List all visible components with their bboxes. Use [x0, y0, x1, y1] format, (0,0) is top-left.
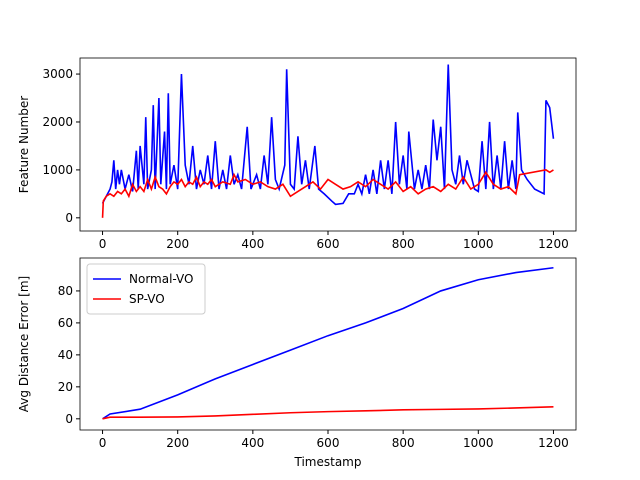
legend-label: SP-VO	[129, 292, 165, 306]
x-tick-label: 400	[241, 237, 264, 251]
legend-box	[86, 263, 206, 315]
x-tick-label: 200	[166, 436, 189, 450]
y-tick-label: 2000	[42, 115, 73, 129]
y-axis-label: Avg Distance Error [m]	[17, 276, 31, 412]
axes-frame	[79, 57, 577, 232]
x-tick-label: 1200	[538, 237, 569, 251]
x-tick-label: 600	[317, 436, 340, 450]
x-tick-label: 800	[392, 436, 415, 450]
y-tick-label: 1000	[42, 163, 73, 177]
x-axis-label: Timestamp	[294, 455, 362, 469]
y-tick-label: 20	[58, 380, 73, 394]
y-tick-label: 80	[58, 284, 73, 298]
x-tick-label: 200	[166, 237, 189, 251]
y-tick-label: 40	[58, 348, 73, 362]
x-tick-label: 400	[241, 436, 264, 450]
y-tick-label: 3000	[42, 67, 73, 81]
axes-frame	[79, 257, 577, 431]
x-tick-label: 1000	[463, 436, 494, 450]
y-tick-label: 0	[65, 211, 73, 225]
x-tick-label: 0	[99, 436, 107, 450]
x-tick-label: 600	[317, 237, 340, 251]
line	[101, 169, 554, 218]
y-axis-label: Feature Number	[17, 96, 31, 193]
x-tick-label: 0	[99, 237, 107, 251]
line	[102, 266, 554, 420]
legend-label: Normal-VO	[129, 272, 194, 286]
x-tick-label: 800	[392, 237, 415, 251]
y-tick-label: 60	[58, 316, 73, 330]
x-tick-label: 1000	[463, 237, 494, 251]
y-tick-label: 0	[65, 412, 73, 426]
line	[101, 64, 555, 206]
x-tick-label: 1200	[538, 436, 569, 450]
line	[102, 406, 554, 420]
